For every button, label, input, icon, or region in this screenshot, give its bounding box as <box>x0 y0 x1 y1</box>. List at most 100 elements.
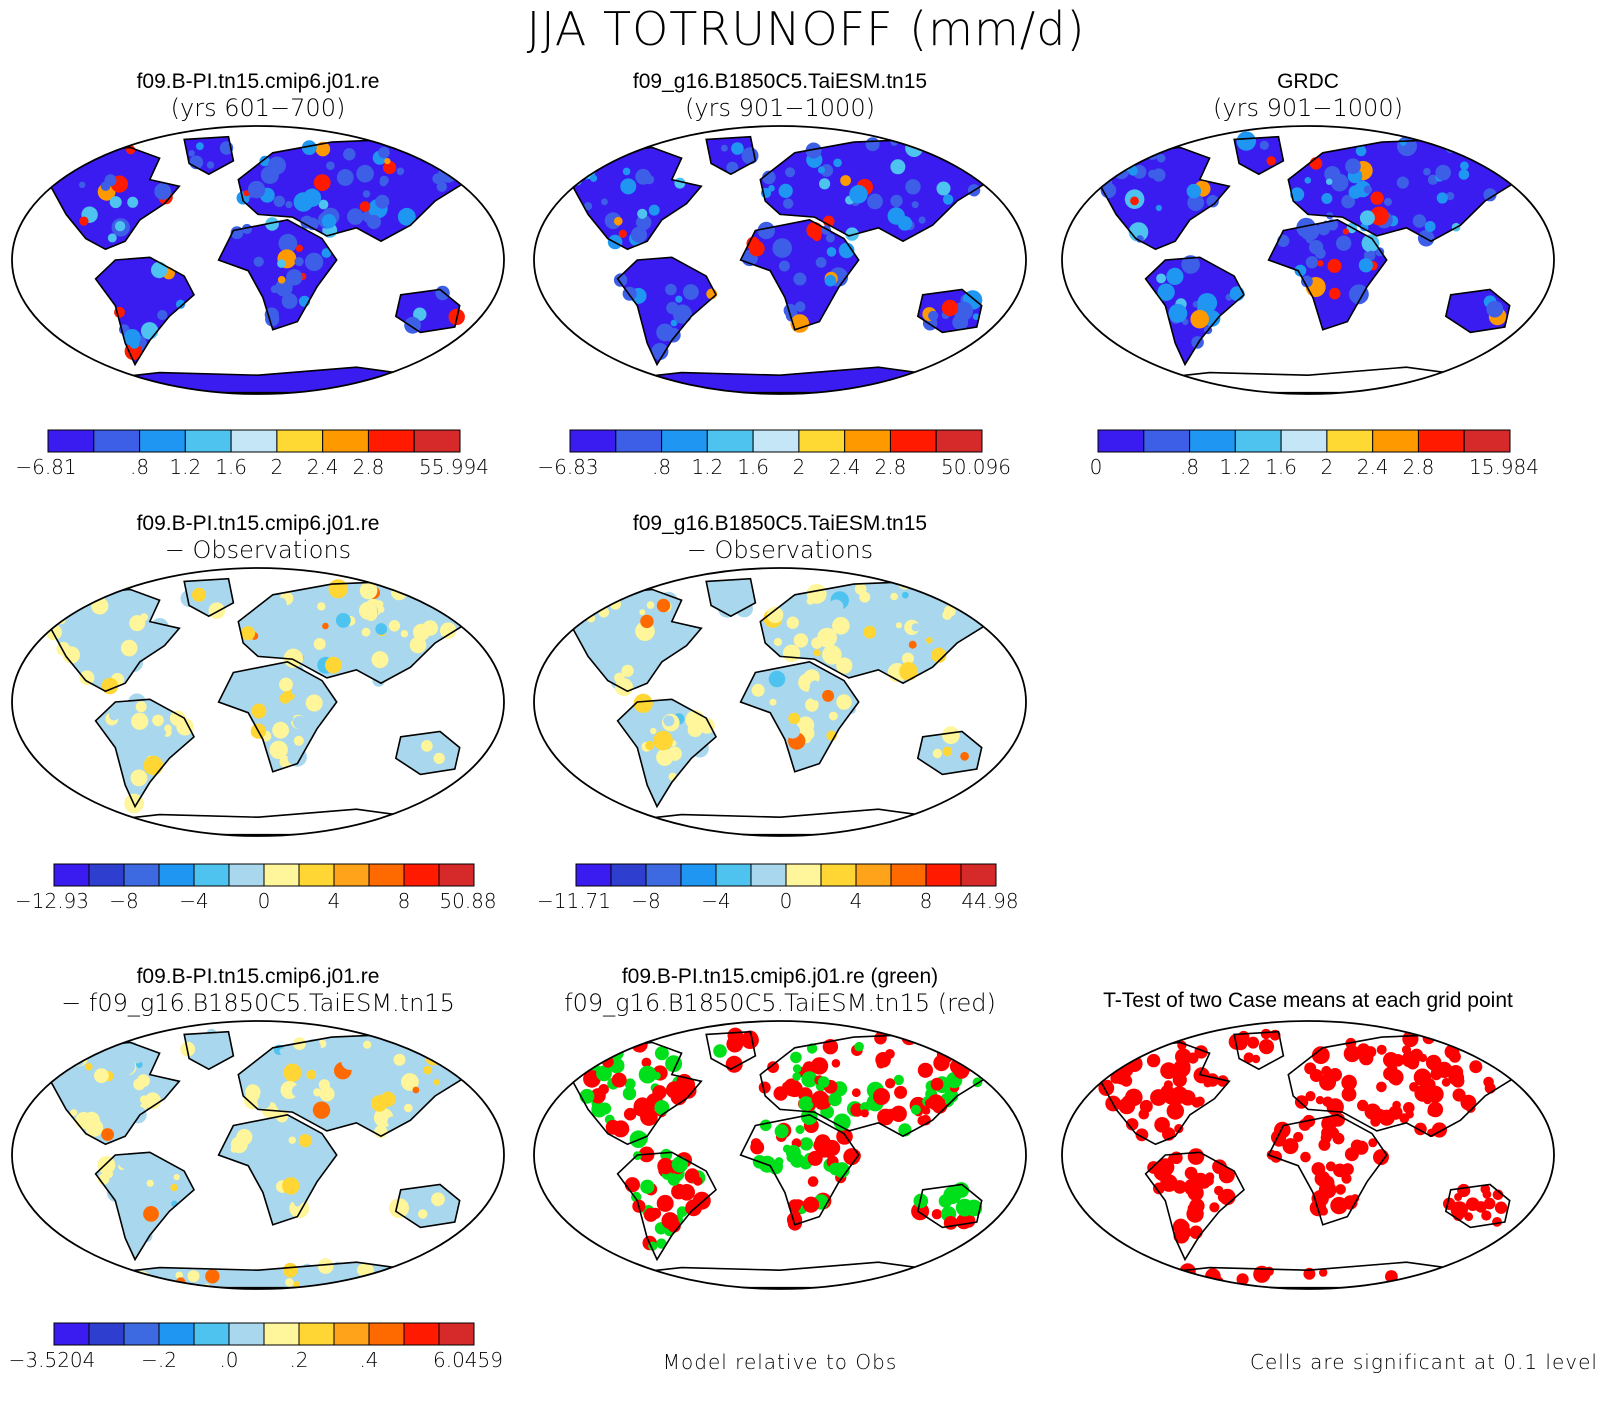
map-cell <box>652 1085 667 1100</box>
coastline <box>394 288 461 334</box>
colorbar-swatch <box>184 429 232 453</box>
colorbar-swatch <box>263 863 300 887</box>
map-cell <box>1258 1039 1275 1055</box>
colorbar-tick-label: .8 <box>652 455 671 479</box>
map-cell <box>750 1140 765 1155</box>
map-cell <box>1460 161 1469 171</box>
map-cell <box>240 626 256 641</box>
map-cell <box>849 185 868 204</box>
map-cell <box>1355 145 1367 157</box>
map-cell <box>778 183 793 198</box>
map-cell <box>123 329 141 346</box>
map-cell <box>881 600 897 615</box>
map-cell <box>845 227 859 241</box>
colorbar-swatch <box>333 1322 370 1346</box>
colorbar-tick-label: −8 <box>109 889 138 913</box>
map-cell <box>854 1041 864 1052</box>
map-cell <box>630 226 648 243</box>
map-cell <box>894 1085 908 1099</box>
map-cell <box>1325 1161 1336 1172</box>
map-cell <box>890 653 904 667</box>
map-cell <box>1324 166 1341 183</box>
map-cell <box>965 597 982 614</box>
map-cell <box>836 657 853 674</box>
map-cell <box>336 169 354 186</box>
map-cell <box>1150 1089 1167 1106</box>
map-cell <box>890 159 906 175</box>
coastline <box>217 660 338 773</box>
colorbar-swatch <box>193 1322 230 1346</box>
map-cell <box>290 589 310 609</box>
map-cell <box>1367 250 1375 258</box>
map-cell <box>1464 1035 1479 1050</box>
map-cell <box>672 304 692 324</box>
map-cell <box>685 1199 702 1217</box>
panel-subtitle: − f09_g16.B1850C5.TaiESM.tn15 <box>61 989 455 1017</box>
map-cell <box>130 769 148 787</box>
map-cell <box>1203 1079 1212 1088</box>
colorbar-tick-label: 2.4 <box>1357 455 1389 479</box>
map-cell <box>656 1194 674 1212</box>
map-cell <box>905 179 921 195</box>
coastline <box>739 1113 860 1226</box>
map-cell <box>412 1274 430 1289</box>
map-cell <box>282 1177 300 1195</box>
map-cell <box>1341 194 1356 209</box>
map-cell <box>766 606 784 624</box>
map-cell <box>1308 240 1324 255</box>
colorbar-tick-label: 1.6 <box>737 455 769 479</box>
map-cell <box>1136 235 1144 243</box>
world-map <box>533 125 1027 395</box>
map-cell <box>269 740 288 760</box>
colorbar-swatch <box>680 863 717 887</box>
map-cell <box>143 1206 159 1222</box>
map-cell <box>622 1086 637 1101</box>
map-cell <box>640 1179 655 1194</box>
colorbar-tick-label: 2.8 <box>1403 455 1435 479</box>
map-cell <box>63 633 72 642</box>
map-cell <box>253 256 264 267</box>
colorbar-tick-label: 1.6 <box>215 455 247 479</box>
colorbar-tick-label: −11.71 <box>537 889 611 913</box>
coastline <box>183 577 235 618</box>
map-cell <box>1181 255 1200 274</box>
map-cell <box>319 1086 335 1102</box>
map-cell <box>920 141 930 151</box>
coastline <box>759 138 993 243</box>
colorbar-tick-label: .2 <box>289 1348 308 1372</box>
map-cell <box>953 301 974 321</box>
map-cell <box>1321 193 1333 204</box>
map-cell <box>828 1092 842 1107</box>
map-cell <box>164 724 172 733</box>
map-cell <box>401 1073 419 1091</box>
map-cell <box>1293 1131 1304 1143</box>
map-cell <box>1205 1268 1221 1284</box>
colorbar-swatch <box>276 429 324 453</box>
map-cell <box>1120 1074 1133 1087</box>
coastline <box>183 135 235 176</box>
map-cell <box>1217 1075 1229 1087</box>
colorbar-tick-label: 0 <box>1090 455 1103 479</box>
map-cell <box>1370 191 1384 205</box>
map-cell <box>840 175 851 186</box>
map-cell <box>932 748 943 759</box>
map-cell <box>1358 258 1373 273</box>
map-cell <box>620 178 637 195</box>
map-cell <box>66 143 87 164</box>
map-cell <box>298 1134 312 1148</box>
map-cell <box>650 727 657 735</box>
map-cell <box>375 600 384 609</box>
map-cell <box>1173 1180 1187 1194</box>
map-cell <box>640 1108 658 1126</box>
map-cell <box>123 652 144 673</box>
map-cell <box>613 273 628 287</box>
map-cell <box>1363 185 1372 194</box>
map-cell <box>591 157 602 168</box>
map-cell <box>1364 1103 1381 1120</box>
map-cell <box>1357 1099 1369 1112</box>
map-cell <box>430 1045 448 1063</box>
map-cell <box>387 1269 405 1287</box>
map-cell <box>285 1278 294 1287</box>
map-cell <box>767 1061 779 1073</box>
colorbar-swatch <box>368 1322 405 1346</box>
